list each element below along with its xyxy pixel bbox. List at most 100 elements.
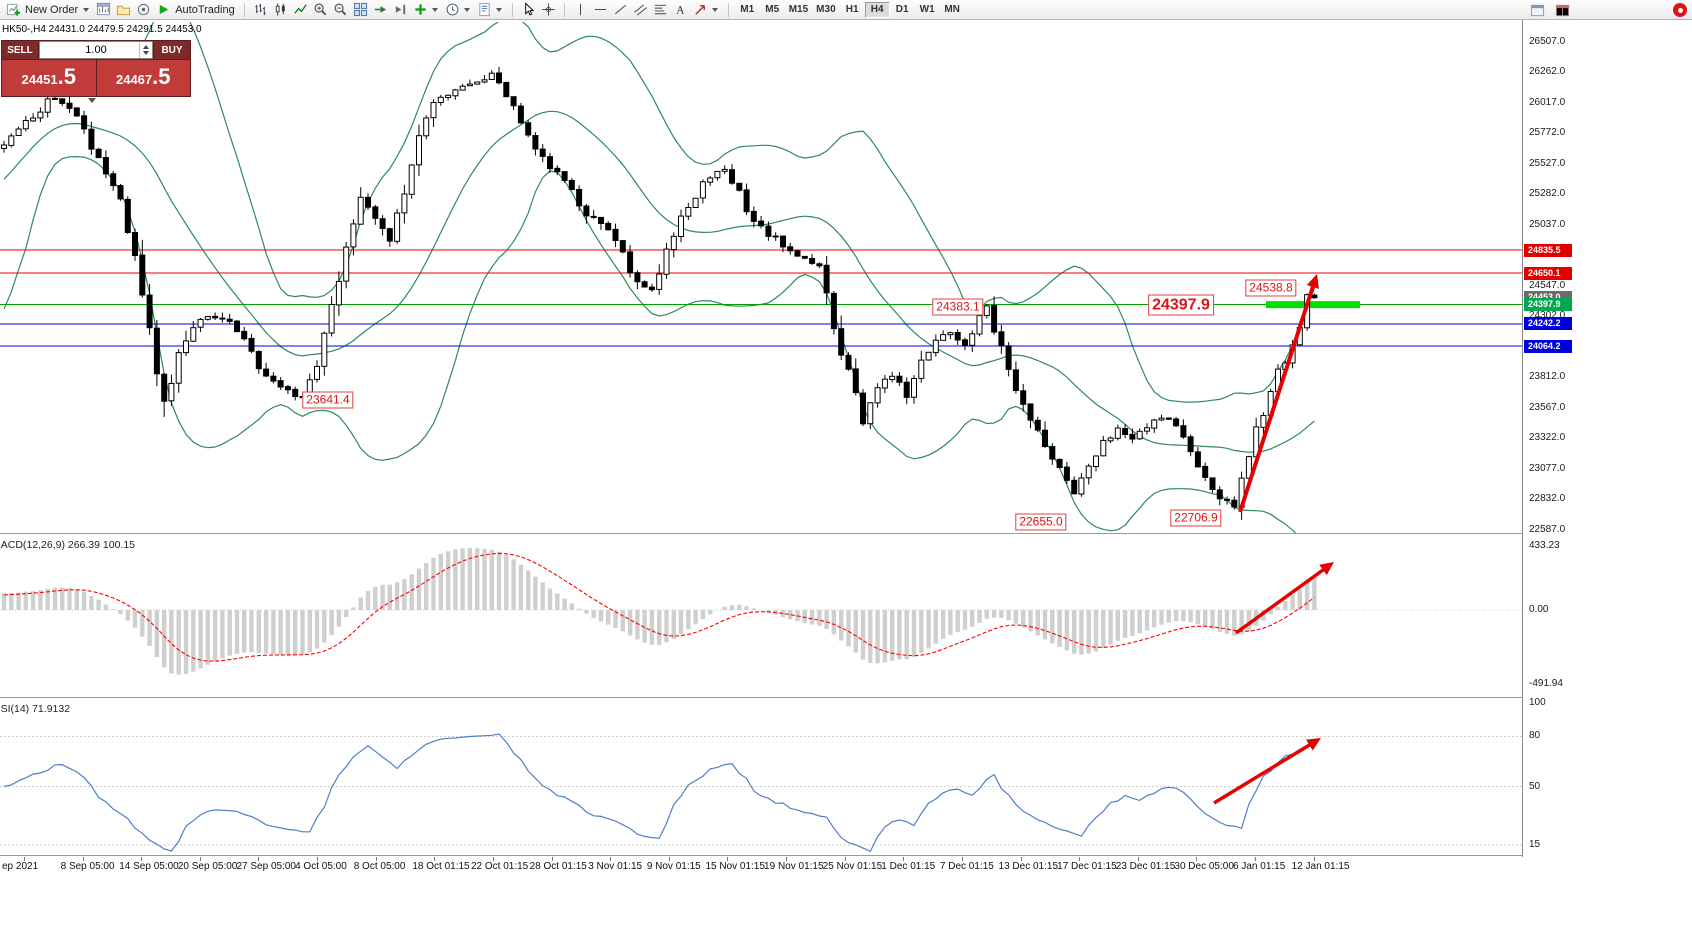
sell-price-box[interactable]: 24451.5 [2, 60, 96, 96]
bar-chart-icon[interactable] [251, 1, 270, 18]
time-axis-label: 14 Sep 05:00 [119, 861, 179, 872]
price-label-annotation[interactable]: 24383.1 [932, 298, 984, 316]
price-level-tag: 24835.5 [1524, 243, 1572, 257]
time-axis-tick [24, 857, 25, 861]
crosshair-icon[interactable] [539, 1, 558, 18]
timeframe-MN[interactable]: MN [944, 4, 960, 15]
charts-icon[interactable] [94, 1, 113, 18]
volume-spinner[interactable] [139, 42, 151, 58]
arrows-caret-icon[interactable] [711, 7, 718, 12]
price-label-annotation[interactable]: 24397.9 [1148, 294, 1214, 316]
buy-button[interactable]: BUY [154, 41, 190, 59]
rsi-panel[interactable]: RSI(14) 71.9132 [0, 700, 1522, 855]
price-scale-value: 25037.0 [1529, 218, 1566, 230]
time-axis-label: 28 Oct 01:15 [529, 861, 587, 872]
time-axis-tick [727, 857, 729, 861]
panel-separator[interactable] [0, 855, 1692, 856]
price-level-tag: 24242.2 [1524, 317, 1572, 331]
timeframe-toolbar: M1 M5 M15 M30 H1 H4 D1 W1 MN [735, 1, 965, 18]
vertical-line-tool-icon[interactable] [571, 1, 590, 18]
volume-value: 1.00 [85, 44, 107, 56]
panel-separator[interactable] [0, 697, 1692, 698]
new-order-label[interactable]: New Order [25, 3, 79, 16]
arrows-tool-icon[interactable] [691, 1, 710, 18]
buy-price-box[interactable]: 24467.5 [96, 60, 190, 96]
price-scale-value: 24302.0 [1529, 310, 1566, 322]
timeframe-H4[interactable]: H4 [864, 1, 890, 18]
price-label-annotation[interactable]: 24538.8 [1245, 279, 1297, 297]
zoom-out-icon[interactable] [331, 1, 350, 18]
alert-badge[interactable] [1673, 3, 1687, 17]
symbol-ohlc-info: HK50-,H4 24431.0 24479.5 24291.5 24453.0 [2, 24, 202, 35]
time-axis-label: 6 Jan 01:15 [1233, 861, 1286, 872]
profiles-icon[interactable] [114, 1, 133, 18]
candlestick-icon[interactable] [271, 1, 290, 18]
time-axis-label: 23 Dec 01:15 [1115, 861, 1176, 872]
spinner-down-icon[interactable] [142, 51, 149, 55]
time-axis-tick [786, 857, 788, 861]
time-axis-tick [1137, 857, 1139, 861]
new-order-icon[interactable] [4, 1, 23, 18]
price-label-annotation[interactable]: 22706.9 [1170, 509, 1222, 527]
price-chart-panel[interactable]: HK50-,H4 24431.0 24479.5 24291.5 24453.0… [0, 22, 1522, 533]
price-scale[interactable]: 26507.0 26262.0 26017.0 25772.0 25527.0 25282… [1522, 20, 1692, 857]
time-axis-tick [668, 857, 670, 861]
horizontal-line-tool-icon[interactable] [591, 1, 610, 18]
rsi-scale-value: 80 [1529, 730, 1541, 742]
macd-scale-value: 433.23 [1529, 540, 1560, 551]
indicators-icon[interactable] [411, 1, 430, 18]
timeframe-M30[interactable]: M30 [816, 4, 836, 15]
time-axis-label: 30 Dec 05:00 [1174, 861, 1234, 872]
templates-icon[interactable] [475, 1, 494, 18]
price-scale-value: 25527.0 [1529, 157, 1566, 169]
candlestick-chart[interactable] [0, 22, 1522, 533]
window-a-icon[interactable] [1528, 2, 1547, 19]
templates-caret-icon[interactable] [495, 7, 502, 12]
fibonacci-tool-icon[interactable] [651, 1, 670, 18]
price-scale-value: 26017.0 [1529, 96, 1566, 108]
rsi-chart[interactable] [0, 700, 1522, 855]
line-chart-icon[interactable] [291, 1, 310, 18]
data-window-icon[interactable] [134, 1, 153, 18]
autotrading-icon[interactable] [154, 1, 173, 18]
timeframe-M15[interactable]: M15 [788, 4, 809, 15]
channel-tool-icon[interactable] [631, 1, 650, 18]
panel-separator[interactable] [0, 533, 1692, 534]
timeframe-W1[interactable]: W1 [919, 4, 935, 15]
text-tool-icon[interactable]: A [671, 1, 690, 18]
sell-button[interactable]: SELL [2, 41, 38, 59]
tile-windows-icon[interactable] [351, 1, 370, 18]
zoom-in-icon[interactable] [311, 1, 330, 18]
spinner-up-icon[interactable] [142, 45, 149, 49]
time-axis[interactable]: ep 2021 8 Sep 05:00 14 Sep 05:00 20 Sep 05:… [0, 857, 1692, 879]
timeframe-M5[interactable]: M5 [765, 4, 780, 15]
new-order-caret-icon[interactable] [83, 7, 90, 12]
sell-price-main: 24451 [21, 72, 58, 87]
trendline-tool-icon[interactable] [611, 1, 630, 18]
macd-scale-value: 0.00 [1529, 604, 1549, 615]
auto-scroll-icon[interactable] [371, 1, 390, 18]
indicators-caret-icon[interactable] [431, 7, 438, 12]
time-axis-label: 3 Nov 01:15 [588, 861, 643, 872]
chart-shift-icon[interactable] [391, 1, 410, 18]
periods-icon[interactable] [443, 1, 462, 18]
periods-caret-icon[interactable] [463, 7, 470, 12]
window-b-icon[interactable] [1553, 2, 1572, 19]
rsi-scale-value: 50 [1529, 780, 1541, 792]
time-axis-label: 25 Nov 01:15 [822, 861, 883, 872]
rsi-scale-value: 15 [1529, 839, 1541, 851]
macd-chart[interactable] [0, 536, 1522, 697]
timeframe-H1[interactable]: H1 [845, 4, 859, 15]
volume-input[interactable]: 1.00 [39, 41, 153, 59]
price-label-annotation[interactable]: 23641.4 [302, 391, 354, 409]
macd-panel[interactable]: MACD(12,26,9) 266.39 100.15 [0, 536, 1522, 697]
trade-panel-collapse-icon[interactable] [88, 98, 96, 103]
timeframe-M1[interactable]: M1 [740, 4, 755, 15]
price-scale-value: 22587.0 [1529, 523, 1566, 535]
price-label-annotation[interactable]: 22655.0 [1015, 513, 1067, 531]
autotrading-label[interactable]: AutoTrading [175, 3, 235, 16]
time-axis-tick [1313, 857, 1315, 861]
time-axis-label: 12 Jan 01:15 [1291, 861, 1350, 872]
cursor-icon[interactable] [519, 1, 538, 18]
timeframe-D1[interactable]: D1 [895, 4, 909, 15]
